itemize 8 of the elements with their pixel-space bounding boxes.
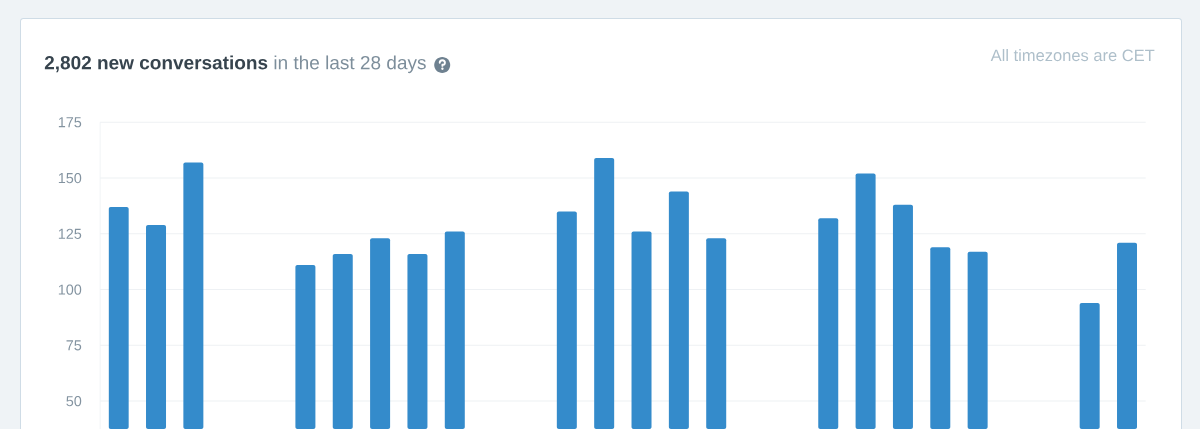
- y-tick-label: 175: [58, 117, 82, 128]
- text: All timezones are CET: [990, 49, 1155, 62]
- y-tick-label: 75: [66, 340, 82, 351]
- y-tick-label: 100: [58, 284, 82, 295]
- y-tick-label: 50: [66, 396, 82, 407]
- y-tick-label: 150: [58, 172, 82, 184]
- y-tick-label: 125: [58, 228, 82, 239]
- chart-title: 2,802 new conversations in the last 28 days: [44, 55, 426, 74]
